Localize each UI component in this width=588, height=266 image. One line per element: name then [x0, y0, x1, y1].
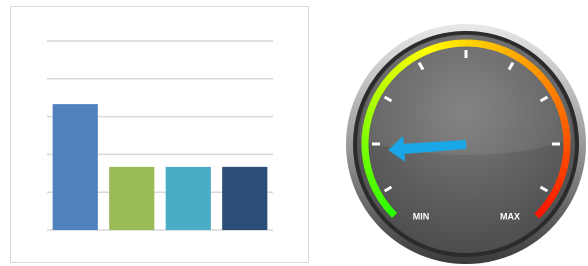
gauge-arc — [542, 203, 547, 210]
gauge-arc — [366, 159, 368, 168]
gauge-arc — [552, 91, 556, 99]
gauge-arc — [564, 160, 566, 169]
gauge-arc — [366, 120, 368, 129]
gauge: MIN MAX — [346, 24, 586, 264]
gauge-arc — [512, 54, 520, 58]
gauge-arc — [505, 51, 513, 55]
page: {"chart_data": [ {"type": "bar", "catego… — [0, 0, 588, 266]
gauge-arc — [384, 78, 389, 85]
gauge-arc — [376, 90, 380, 98]
bar — [109, 167, 154, 230]
gauge-arc — [543, 78, 548, 85]
min-label: MIN — [413, 211, 430, 221]
gauge-arc — [435, 46, 443, 48]
gauge-arc — [370, 174, 373, 182]
gauge-arc — [547, 197, 552, 204]
gauge-arc — [389, 72, 395, 78]
gauge-arc — [566, 128, 567, 137]
gauge-arc — [562, 168, 564, 176]
gauge-arc — [420, 50, 428, 54]
gauge-arc — [490, 46, 498, 48]
gauge-arc — [556, 183, 560, 191]
gauge-arc — [442, 44, 451, 46]
gauge-arc — [559, 105, 562, 113]
scene: MIN MAX — [0, 0, 588, 266]
gauge-arc — [548, 85, 553, 92]
gauge-arc — [474, 43, 483, 44]
gauge-arc — [365, 127, 366, 136]
gauge-arc — [373, 97, 377, 105]
bar — [53, 104, 98, 230]
gauge-arc — [400, 62, 407, 67]
gauge-arc — [413, 54, 421, 58]
gauge-arc — [372, 182, 376, 190]
gauge-arc — [566, 152, 567, 161]
max-label: MAX — [500, 211, 520, 221]
gauge-arc — [395, 67, 401, 73]
gauge-arc — [556, 98, 560, 106]
gauge-arc — [427, 48, 435, 51]
gauge-arc — [525, 62, 532, 67]
bar — [222, 167, 267, 230]
gauge-arc — [370, 105, 373, 113]
gauge-arc — [559, 175, 562, 183]
gauge-arc — [532, 67, 538, 73]
gauge-arc — [368, 167, 370, 175]
gauge-arc — [365, 151, 366, 160]
gauge-arc — [389, 209, 395, 215]
gauge-arc — [562, 113, 564, 121]
gauge-arc — [384, 203, 389, 210]
gauge-arc — [407, 57, 414, 62]
gauge-arc — [519, 58, 526, 63]
gauge-arc — [564, 120, 566, 129]
gauge-arc — [482, 44, 491, 46]
gauge-arc — [497, 48, 505, 51]
gauge-arc — [368, 112, 370, 120]
gauge-arc — [376, 189, 380, 197]
bar — [166, 167, 211, 230]
gauge-arc — [537, 73, 543, 79]
gauge-arc — [379, 196, 384, 203]
gauge-arc — [380, 84, 385, 91]
gauge-arc — [450, 43, 459, 44]
gauge-arc — [537, 210, 543, 216]
gauge-arc — [552, 190, 556, 198]
